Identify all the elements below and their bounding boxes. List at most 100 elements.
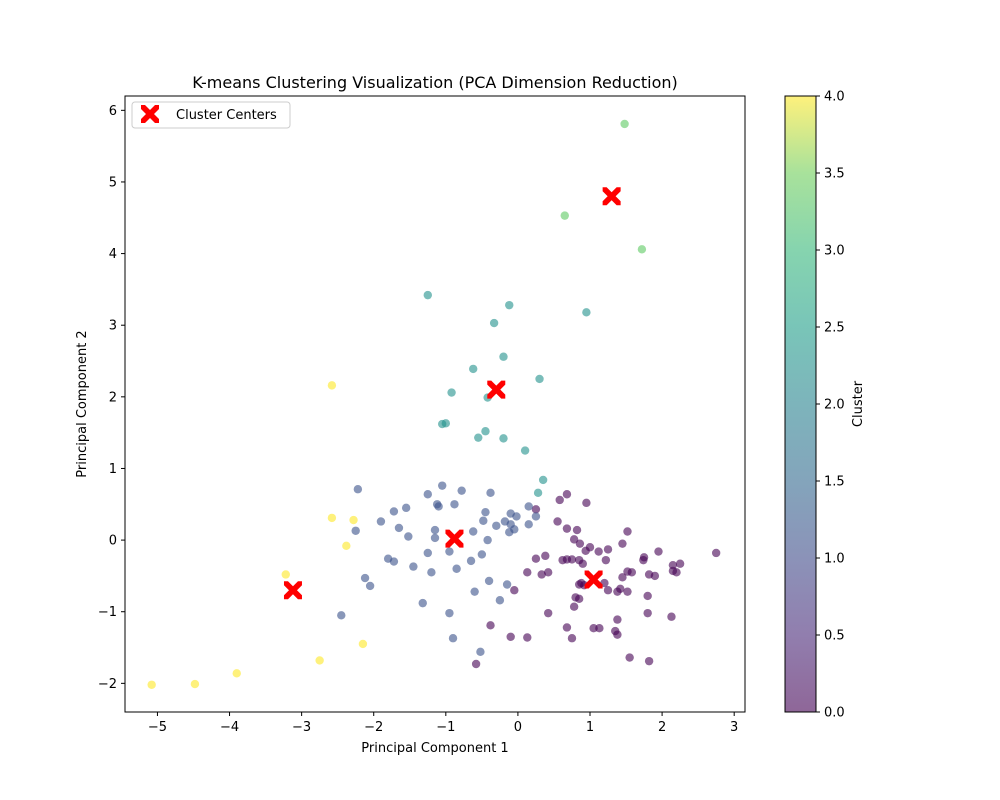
cluster-1-point	[423, 548, 432, 558]
cluster-2-point	[481, 427, 490, 436]
cluster-1-point	[469, 527, 478, 536]
colorbar: 0.0 0.5 1.0 1.5 2.0 2.5 3.0 3.5 4.0 Cluster	[784, 90, 866, 721]
cluster-0-point	[506, 632, 515, 641]
cluster-1-point	[531, 512, 541, 521]
cluster-0-point	[562, 524, 572, 533]
cluster-4-point	[190, 679, 200, 689]
x-tick-label: 1	[586, 720, 594, 735]
cluster-0-point	[623, 527, 632, 536]
colorbar-tick-label: 4.0	[824, 90, 845, 105]
cluster-0-point	[486, 621, 495, 630]
cluster-1-point	[365, 581, 375, 591]
x-tick-label: −5	[148, 720, 167, 735]
cluster-1-point	[337, 611, 346, 620]
cluster-0-point	[623, 587, 632, 596]
colorbar-tick-label: 3.0	[824, 244, 845, 259]
cluster-0-point	[523, 633, 532, 642]
cluster-center-marker	[487, 380, 506, 399]
cluster-1-point	[466, 556, 476, 566]
cluster-0-point	[613, 615, 622, 624]
cluster-4-point	[358, 639, 368, 649]
cluster-0-point	[537, 570, 546, 579]
cluster-4-point	[349, 515, 358, 525]
legend: Cluster Centers	[131, 101, 291, 129]
cluster-0-point	[510, 586, 519, 595]
x-tick-label: 3	[730, 720, 738, 735]
cluster-1-point	[512, 512, 521, 521]
colorbar-tick-label: 0.0	[824, 706, 845, 721]
cluster-1-point	[430, 525, 440, 535]
cluster-0-point	[643, 608, 652, 618]
cluster-0-point	[562, 490, 572, 499]
cluster-1-point	[445, 608, 454, 618]
x-tick-label: −4	[220, 720, 239, 735]
cluster-4-point	[281, 570, 290, 579]
colorbar-label: Cluster	[851, 380, 866, 427]
cluster-2-point	[499, 352, 508, 361]
cluster-0-point	[582, 498, 591, 508]
cluster-1-point	[438, 481, 447, 490]
cluster-1-point	[394, 523, 404, 533]
chart-title: K-means Clustering Visualization (PCA Di…	[192, 73, 678, 92]
cluster-2-point	[538, 475, 548, 485]
x-tick-label: −3	[292, 720, 311, 735]
cluster-1-point	[389, 507, 399, 516]
cluster-0-point	[639, 555, 648, 565]
cluster-center-marker	[584, 570, 603, 589]
x-tick-label: −1	[436, 720, 455, 735]
cluster-0-point	[569, 535, 579, 544]
cluster-0-point	[603, 586, 613, 595]
cluster-1-point	[524, 502, 533, 511]
x-tick-label: −2	[364, 720, 383, 735]
cluster-2-point	[520, 446, 530, 455]
x-axis: −5 −4 −3 −2 −1 0 1 2 3	[148, 712, 738, 735]
y-tick-label: 2	[109, 390, 117, 405]
cluster-2-point	[489, 318, 499, 328]
cluster-1-point	[479, 516, 488, 525]
cluster-0-point	[574, 594, 584, 604]
cluster-1-point	[470, 587, 479, 596]
cluster-4-point	[327, 381, 337, 390]
y-tick-label: 0	[109, 534, 117, 549]
cluster-1-point	[404, 532, 413, 541]
colorbar-gradient	[785, 96, 816, 712]
cluster-2-point	[469, 364, 478, 374]
colorbar-ticks: 0.0 0.5 1.0 1.5 2.0 2.5 3.0 3.5 4.0	[816, 90, 845, 721]
cluster-1-point	[505, 528, 514, 537]
legend-box	[131, 101, 291, 129]
cluster-1-point	[476, 647, 485, 657]
cluster-0-point	[616, 584, 625, 593]
centers-layer	[283, 187, 621, 600]
cluster-2-point	[582, 308, 591, 317]
cluster-4-point	[327, 513, 337, 523]
cluster-0-point	[643, 591, 652, 601]
cluster-0-point	[543, 608, 553, 618]
cluster-4-point	[315, 656, 324, 665]
legend-label: Cluster Centers	[176, 108, 277, 123]
cluster-0-point	[578, 559, 587, 568]
cluster-0-point	[672, 568, 681, 577]
cluster-1-point	[445, 547, 454, 556]
cluster-0-point	[523, 568, 532, 577]
cluster-0-point	[567, 634, 577, 643]
x-axis-label: Principal Component 1	[361, 741, 508, 756]
y-tick-label: −1	[98, 605, 117, 620]
y-tick-label: 5	[109, 175, 117, 190]
cluster-1-point	[484, 576, 494, 586]
y-tick-label: 3	[109, 319, 117, 334]
cluster-0-point	[667, 612, 676, 621]
cluster-0-point	[627, 568, 637, 577]
cluster-0-point	[711, 548, 721, 558]
cluster-1-point	[430, 533, 440, 543]
colorbar-tick-label: 1.5	[824, 475, 845, 490]
cluster-1-point	[401, 503, 411, 513]
cluster-0-point	[675, 559, 685, 568]
plot-frame	[124, 95, 746, 713]
cluster-0-point	[650, 571, 660, 581]
cluster-0-point	[531, 554, 541, 563]
cluster-2-point	[535, 374, 544, 384]
colorbar-tick-label: 2.0	[824, 398, 845, 413]
cluster-2-point	[474, 433, 483, 442]
cluster-1-point	[457, 486, 466, 495]
